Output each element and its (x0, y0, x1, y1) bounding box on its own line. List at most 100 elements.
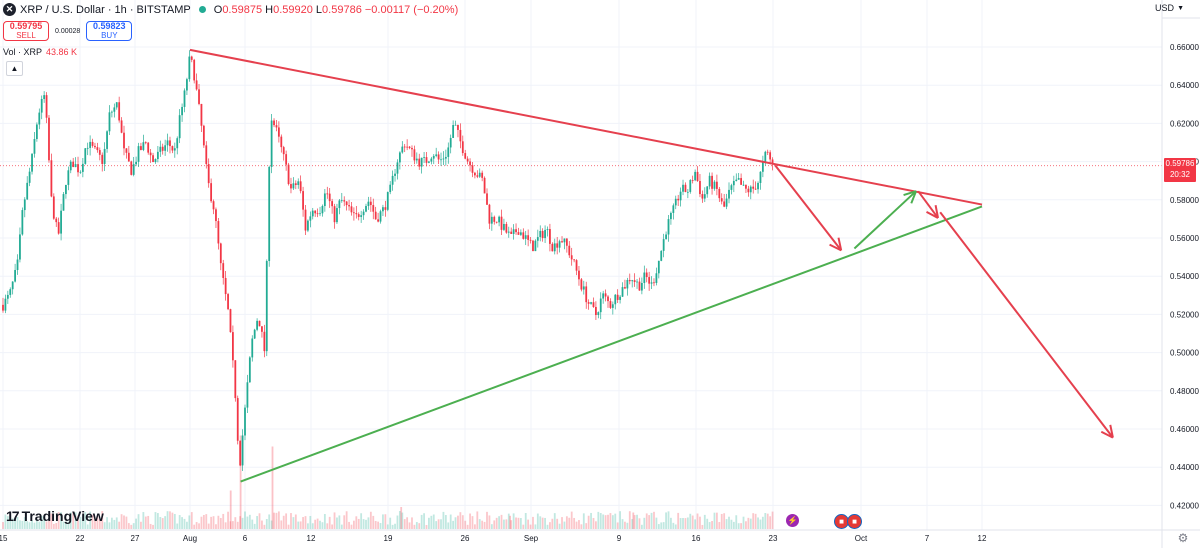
candle-body (21, 210, 24, 235)
volume-bar (544, 517, 546, 529)
volume-bar (469, 513, 471, 529)
candle-body (716, 181, 718, 189)
volume-bar (706, 518, 709, 529)
candle-body (556, 243, 559, 248)
volume-bar (401, 512, 404, 529)
volume-bar (549, 522, 551, 529)
collapse-legend-button[interactable]: ▲ (6, 61, 23, 76)
volume-bar (164, 516, 167, 529)
volume-bar (377, 521, 379, 529)
candle-body (57, 222, 60, 234)
buy-button[interactable]: 0.59823 BUY (86, 21, 133, 41)
candle-body (413, 149, 416, 161)
candle-body (570, 255, 573, 260)
volume-bar (331, 524, 334, 529)
volume-bar (735, 515, 738, 529)
x-tick-label: Oct (855, 534, 868, 543)
volume-bar (532, 516, 534, 529)
volume-bar (210, 516, 213, 529)
volume-bar (425, 524, 428, 529)
arrow-head (926, 211, 939, 219)
volume-bar (483, 521, 486, 529)
volume-bar (437, 519, 440, 529)
volume-bar (263, 524, 266, 529)
candle-body (65, 184, 67, 195)
volume-bar (665, 512, 667, 529)
candle-body (248, 357, 251, 383)
candle-body (706, 186, 709, 195)
volume-bar (616, 522, 619, 529)
candle-body (72, 161, 75, 168)
volume-bar (144, 516, 147, 529)
volume-bar (442, 511, 445, 529)
us-flag-event-icon[interactable]: ■ (847, 514, 862, 529)
volume-bar (580, 524, 583, 529)
currency-selector[interactable]: USD ▼ (1155, 3, 1184, 13)
volume-bar (45, 521, 48, 529)
candle-body (403, 146, 406, 148)
volume-bar (638, 518, 641, 529)
volume-legend[interactable]: Vol · XRP 43.86 K (3, 47, 77, 57)
candle-body (4, 298, 7, 311)
volume-bar (413, 524, 416, 529)
volume-bar (640, 524, 643, 529)
volume-bar (285, 513, 288, 529)
volume-bar (222, 513, 225, 529)
volume-bar (394, 523, 396, 529)
candle-body (437, 154, 440, 160)
candle-body (534, 240, 537, 252)
volume-bar (747, 517, 750, 529)
volume-bar (529, 524, 532, 529)
candle-body (130, 161, 133, 175)
candle-body (94, 145, 96, 148)
volume-bar (297, 521, 300, 529)
volume-bar (212, 516, 215, 529)
volume-bar (31, 520, 33, 529)
volume-bar (411, 517, 413, 529)
candle-body (314, 210, 317, 214)
volume-bar (343, 515, 346, 529)
candle-body (258, 320, 261, 327)
volume-bar (512, 513, 515, 529)
candle-body (425, 157, 428, 163)
candle-body (454, 124, 457, 126)
volume-spike (509, 515, 511, 529)
volume-bar (386, 524, 389, 529)
candle-body (382, 207, 384, 212)
y-tick-label: 0.46000 (1170, 425, 1199, 434)
volume-bar (730, 519, 733, 529)
arrow-head (903, 190, 917, 196)
sell-button[interactable]: 0.59795 SELL (3, 21, 49, 41)
change-value: −0.00117 (−0.20%) (364, 3, 459, 16)
arrow-head (837, 237, 843, 251)
candle-body (616, 294, 619, 300)
volume-bar (590, 512, 592, 529)
volume-bar (38, 521, 41, 529)
candle-body (268, 166, 271, 261)
volume-bar (152, 524, 154, 529)
volume-bar (21, 520, 24, 529)
high-value: 0.59920 (273, 3, 313, 16)
candle-body (444, 156, 447, 159)
candle-body (544, 229, 546, 239)
volume-bar (169, 511, 171, 529)
gear-icon[interactable]: ⚙ (1177, 531, 1189, 545)
symbol-title[interactable]: XRP / U.S. Dollar · 1h · BITSTAMP (20, 3, 191, 16)
candle-body (294, 183, 297, 185)
volume-bar (328, 516, 331, 529)
volume-bar (740, 523, 742, 529)
candle-body (580, 279, 583, 290)
volume-bar (517, 517, 520, 529)
candle-body (435, 154, 438, 156)
candle-body (645, 272, 648, 278)
candle-body (490, 216, 493, 224)
volume-bar (357, 518, 360, 529)
candle-body (573, 259, 576, 261)
volume-bar (764, 512, 767, 529)
volume-bar (333, 512, 336, 529)
volume-bar (653, 511, 655, 529)
bolt-event-icon[interactable]: ⚡ (786, 514, 799, 527)
tradingview-logo[interactable]: 17 TradingView (6, 508, 104, 524)
candle-body (728, 189, 730, 199)
